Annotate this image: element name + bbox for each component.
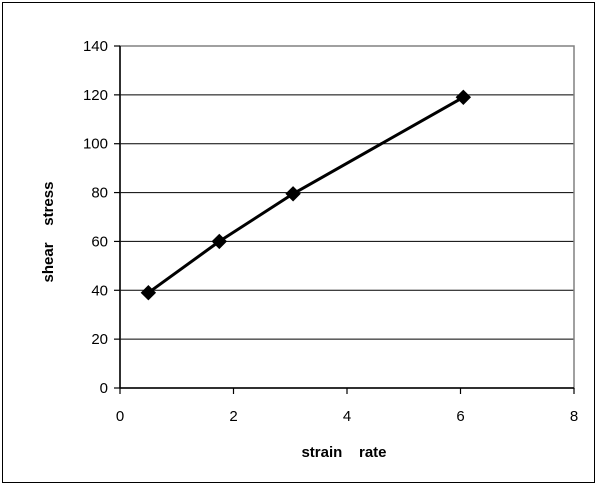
y-tick-label-100: 100 — [83, 136, 108, 153]
x-tick-label-6: 6 — [456, 408, 464, 425]
x-tick-label-4: 4 — [343, 408, 351, 425]
x-tick-label-8: 8 — [570, 408, 578, 425]
x-tick-label-2: 2 — [229, 408, 237, 425]
data-point-1 — [211, 233, 228, 250]
y-tick-label-20: 20 — [91, 331, 108, 348]
gridlines — [120, 94, 574, 340]
y-tick-label-140: 140 — [83, 38, 108, 55]
data-series — [140, 89, 472, 301]
data-point-0 — [140, 285, 157, 301]
axes — [114, 45, 575, 394]
plot-area-border — [119, 45, 575, 389]
data-point-2 — [285, 186, 301, 202]
x-axis-title: strain rate — [301, 444, 386, 461]
y-tick-label-40: 40 — [91, 282, 108, 299]
chart-area — [2, 2, 595, 483]
y-tick-label-0: 0 — [100, 380, 108, 397]
y-tick-label-80: 80 — [91, 185, 108, 202]
series-line-0 — [147, 95, 465, 294]
y-tick-label-60: 60 — [91, 233, 108, 250]
tick-labels: 0 20 40 60 80 100 120 140 0 2 4 6 8 — [83, 38, 578, 425]
y-axis-title: shear stress — [40, 182, 57, 283]
x-tick-label-0: 0 — [116, 408, 124, 425]
y-tick-label-120: 120 — [83, 87, 108, 104]
data-point-3 — [455, 89, 472, 106]
